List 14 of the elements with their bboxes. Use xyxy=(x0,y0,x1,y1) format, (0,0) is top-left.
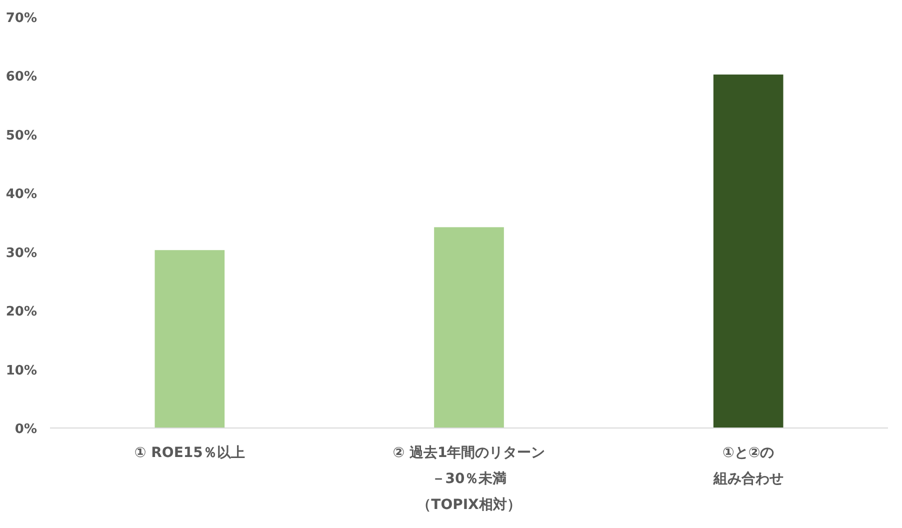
y-tick-label: 60% xyxy=(6,70,37,85)
bar xyxy=(434,227,504,428)
y-tick-label: 0% xyxy=(14,422,37,437)
x-tick-label: ① ROE15％以上 xyxy=(134,445,245,461)
y-tick-label: 70% xyxy=(6,11,37,26)
bar xyxy=(154,250,225,428)
y-tick-label: 40% xyxy=(6,187,37,202)
x-tick-label: ② 過去1年間のリターン－30％未満（TOPIX相対） xyxy=(392,445,546,513)
y-tick-label: 30% xyxy=(6,246,37,261)
y-tick-label: 20% xyxy=(6,304,37,320)
x-tick-label: ①と②の組み合わせ xyxy=(712,445,784,487)
y-tick-label: 50% xyxy=(6,128,37,144)
bar xyxy=(713,74,784,428)
y-tick-label: 10% xyxy=(6,363,37,378)
